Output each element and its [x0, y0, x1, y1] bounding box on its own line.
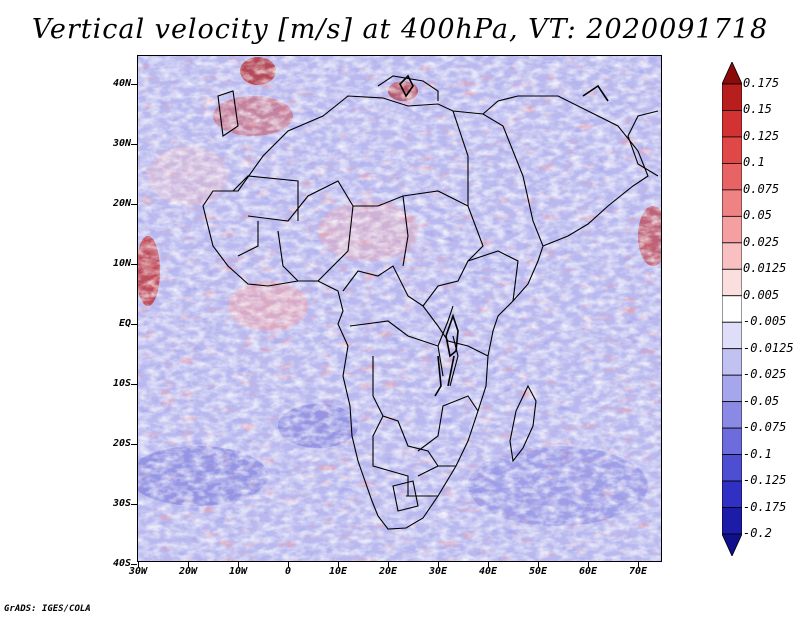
colorbar-label: -0.075 — [743, 420, 787, 435]
colorbar-label: -0.175 — [743, 499, 787, 514]
credit-text: GrADS: IGES/COLA — [4, 604, 91, 614]
colorbar-segment — [722, 268, 742, 297]
map-title: Vertical velocity [m/s] at 400hPa, VT: 2… — [31, 14, 769, 45]
lat-tick — [131, 324, 137, 325]
colorbar-segment — [722, 321, 742, 350]
lat-label: 30N — [112, 138, 131, 149]
lat-tick — [131, 384, 137, 385]
lat-tick — [131, 204, 137, 205]
lat-label: 40N — [112, 78, 131, 89]
colorbar-segment — [722, 83, 742, 111]
map-panel — [137, 55, 662, 562]
lat-label: 20N — [112, 198, 131, 209]
lon-label: 60E — [578, 566, 598, 577]
lon-label: 10E — [328, 566, 348, 577]
colorbar-segment — [722, 480, 742, 508]
colorbar-segment — [722, 533, 742, 556]
colorbar-label: -0.125 — [743, 473, 787, 488]
colorbar-label: 0.0125 — [743, 261, 787, 276]
colorbar-segment — [722, 454, 742, 482]
lat-tick — [131, 84, 137, 85]
colorbar-label: -0.0125 — [743, 340, 794, 355]
lon-label: 40E — [478, 566, 498, 577]
lon-tick — [438, 562, 439, 567]
lon-tick — [338, 562, 339, 567]
lon-tick — [638, 562, 639, 567]
lat-label: 30S — [112, 498, 131, 509]
lat-tick — [131, 444, 137, 445]
lat-label: 10S — [112, 378, 131, 389]
colorbar-label: 0.025 — [743, 234, 780, 249]
colorbar-label: -0.025 — [743, 367, 787, 382]
colorbar-label: 0.15 — [743, 102, 772, 117]
lon-tick — [288, 562, 289, 567]
colorbar-segment — [722, 401, 742, 429]
colorbar-segment — [722, 348, 742, 376]
colorbar-segment — [722, 295, 742, 323]
lat-tick — [131, 504, 137, 505]
lon-label: 70E — [628, 566, 648, 577]
lon-tick — [238, 562, 239, 567]
lon-tick — [188, 562, 189, 567]
colorbar-segment — [722, 242, 742, 270]
lon-label: 30E — [428, 566, 448, 577]
colorbar-label: 0.005 — [743, 287, 780, 302]
lon-tick — [388, 562, 389, 567]
lon-tick — [588, 562, 589, 567]
lon-tick — [538, 562, 539, 567]
colorbar-segment — [722, 427, 742, 455]
lon-label: 10W — [228, 566, 248, 577]
colorbar-segment — [722, 163, 742, 191]
lon-tick — [488, 562, 489, 567]
colorbar — [722, 62, 742, 556]
colorbar-segment — [722, 215, 742, 244]
lon-label: 20W — [178, 566, 198, 577]
lat-label: EQ — [118, 318, 131, 329]
colorbar-segment — [722, 62, 742, 85]
lat-tick — [131, 564, 137, 565]
colorbar-label: 0.05 — [743, 208, 772, 223]
lon-tick — [138, 562, 139, 567]
colorbar-label: 0.125 — [743, 128, 780, 143]
colorbar-label: 0.075 — [743, 181, 780, 196]
lat-label: 40S — [112, 558, 131, 569]
colorbar-segment — [722, 136, 742, 164]
lon-label: 20E — [378, 566, 398, 577]
lon-label: 0 — [284, 566, 292, 577]
lon-label: 30W — [128, 566, 148, 577]
colorbar-segment — [722, 374, 742, 403]
colorbar-label: -0.1 — [743, 446, 772, 461]
colorbar-label: -0.005 — [743, 314, 787, 329]
colorbar-label: -0.2 — [743, 526, 772, 540]
velocity-field — [138, 56, 661, 561]
colorbar-segment — [722, 507, 742, 535]
lat-label: 20S — [112, 438, 131, 449]
lat-label: 10N — [112, 258, 131, 269]
colorbar-label: 0.175 — [743, 76, 780, 90]
colorbar-segment — [722, 110, 742, 138]
lat-tick — [131, 144, 137, 145]
colorbar-label: 0.1 — [743, 155, 765, 170]
colorbar-label: -0.05 — [743, 393, 780, 408]
colorbar-segment — [722, 189, 742, 217]
lon-label: 50E — [528, 566, 548, 577]
lat-tick — [131, 264, 137, 265]
